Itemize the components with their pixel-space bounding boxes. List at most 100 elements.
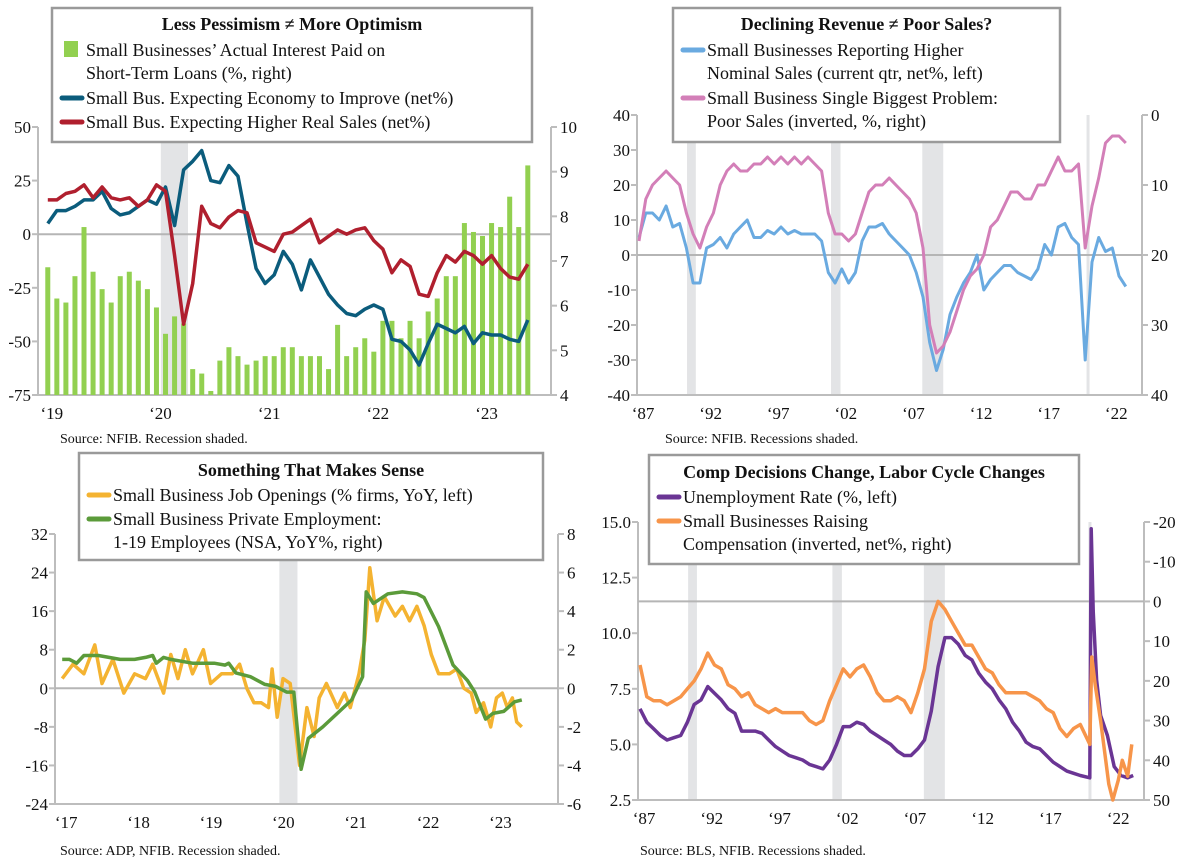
legend-box bbox=[671, 6, 1062, 144]
right-tick-label: 40 bbox=[1151, 386, 1168, 405]
x-tick-label: ‘17 bbox=[55, 813, 78, 832]
left-tick-label: 16 bbox=[31, 602, 48, 621]
left-tick-label: -16 bbox=[25, 756, 48, 775]
right-tick-label: 6 bbox=[567, 564, 576, 583]
x-tick-label: ‘20 bbox=[272, 813, 295, 832]
right-tick-label: 10 bbox=[560, 118, 577, 137]
right-tick-label: 5 bbox=[560, 341, 569, 360]
bar bbox=[480, 235, 486, 395]
bar bbox=[335, 324, 341, 395]
right-tick-label: 40 bbox=[1153, 751, 1170, 770]
chart-title: Less Pessimism ≠ More Optimism bbox=[162, 14, 423, 34]
left-tick-label: -40 bbox=[607, 386, 630, 405]
chart-panel-2: 40 30 20 10 0 -10 -20 -30 -40 0 10 20 30 40 ‘87 ‘92 ‘97 ‘… bbox=[607, 6, 1168, 447]
left-tick-label: -30 bbox=[607, 351, 630, 370]
right-tick-label: -2 bbox=[567, 718, 581, 737]
x-tick-label: ‘92 bbox=[700, 809, 723, 828]
x-tick-label: ‘23 bbox=[489, 813, 512, 832]
right-tick-label: 0 bbox=[1153, 592, 1162, 611]
bar bbox=[525, 165, 531, 395]
series-line-1 bbox=[638, 526, 1134, 780]
series-line-2 bbox=[62, 590, 523, 772]
right-tick-label: 8 bbox=[560, 207, 569, 226]
x-tick-label: ‘17 bbox=[1039, 809, 1062, 828]
chart-title: Comp Decisions Change, Labor Cycle Chang… bbox=[683, 462, 1045, 482]
bar bbox=[90, 271, 96, 395]
bar bbox=[226, 347, 232, 395]
right-tick-label: 30 bbox=[1153, 712, 1170, 731]
series-line-1 bbox=[60, 566, 524, 768]
recession-shading bbox=[688, 522, 697, 800]
right-tick-label: 4 bbox=[567, 602, 576, 621]
bar bbox=[344, 356, 350, 395]
legend-box bbox=[77, 451, 545, 562]
right-tick-label: 20 bbox=[1153, 672, 1170, 691]
bar bbox=[498, 227, 504, 395]
bar bbox=[45, 267, 51, 395]
x-tick-label: ‘23 bbox=[475, 404, 498, 423]
x-tick-label: ‘18 bbox=[127, 813, 150, 832]
series-line-2 bbox=[637, 134, 1127, 355]
x-tick-label: ‘07 bbox=[904, 809, 927, 828]
legend-label: Unemployment Rate (%, left) bbox=[683, 487, 897, 508]
left-tick-label: -20 bbox=[607, 316, 630, 335]
bar bbox=[262, 356, 268, 395]
right-tick-label: 10 bbox=[1151, 176, 1168, 195]
left-tick-label: 0 bbox=[23, 225, 32, 244]
chart-panel-3: 32 24 16 8 0 -8 -16 -24 8 6 4 2 0 -2 -4 -6 ‘17 ‘18 ‘19 ‘20 ‘… bbox=[25, 451, 582, 859]
left-tick-label: 0 bbox=[40, 679, 49, 698]
x-tick-label: ‘87 bbox=[632, 404, 655, 423]
bar bbox=[425, 311, 431, 395]
x-tick-label: ‘22 bbox=[1105, 404, 1128, 423]
bar bbox=[244, 364, 250, 395]
right-tick-label: 9 bbox=[560, 163, 569, 182]
left-tick-label: 2.5 bbox=[610, 791, 631, 810]
legend-label: Compensation (inverted, net%, right) bbox=[683, 534, 951, 555]
legend-label: Small Bus. Expecting Economy to Improve … bbox=[86, 88, 453, 109]
legend: Something That Makes Sense Small Business… bbox=[77, 451, 545, 562]
bar bbox=[380, 320, 386, 395]
legend: Declining Revenue ≠ Poor Sales? Small Bus… bbox=[671, 6, 1062, 144]
bar bbox=[316, 356, 322, 395]
x-tick-label: ‘97 bbox=[767, 404, 790, 423]
left-tick-label: 25 bbox=[14, 172, 31, 191]
bar bbox=[298, 356, 304, 395]
bar bbox=[470, 231, 476, 395]
x-tick-label: ‘21 bbox=[258, 404, 281, 423]
bar bbox=[63, 302, 69, 395]
x-tick-label: ‘97 bbox=[768, 809, 791, 828]
bar bbox=[389, 320, 395, 395]
right-tick-label: 20 bbox=[1151, 246, 1168, 265]
bar bbox=[461, 223, 467, 395]
x-tick-label: ‘02 bbox=[835, 404, 858, 423]
left-tick-label: 40 bbox=[613, 106, 630, 125]
x-tick-label: ‘12 bbox=[970, 404, 993, 423]
right-tick-label: 10 bbox=[1153, 632, 1170, 651]
bar bbox=[253, 360, 259, 395]
left-tick-label: 10.0 bbox=[601, 624, 631, 643]
legend-label: Small Businesses’ Actual Interest Paid o… bbox=[86, 40, 385, 60]
bar bbox=[507, 196, 513, 395]
right-tick-label: 4 bbox=[560, 386, 569, 405]
left-tick-label: -10 bbox=[607, 281, 630, 300]
chart-panel-1: 50 25 0 -25 -50 -75 10 9 8 7 6 5 4 ‘19 ‘20 ‘21 ‘22 ‘23 Les… bbox=[8, 6, 577, 447]
bar bbox=[407, 320, 413, 395]
chart-panel-4: 15.0 12.5 10.0 7.5 5.0 2.5 -20 -10 0 10 20 30 40 50 ‘8… bbox=[601, 453, 1176, 859]
bar bbox=[126, 271, 132, 395]
bar bbox=[208, 390, 214, 395]
bar bbox=[371, 351, 377, 395]
right-tick-label: 7 bbox=[560, 252, 569, 271]
left-tick-label: 0 bbox=[622, 246, 631, 265]
bar bbox=[235, 356, 241, 395]
right-tick-label: 50 bbox=[1153, 791, 1170, 810]
right-tick-label: -6 bbox=[567, 795, 581, 814]
x-tick-label: ‘92 bbox=[699, 404, 722, 423]
x-tick-label: ‘12 bbox=[971, 809, 994, 828]
bar bbox=[307, 356, 313, 395]
right-tick-label: 8 bbox=[567, 525, 576, 544]
left-tick-label: 12.5 bbox=[601, 569, 631, 588]
bar bbox=[72, 276, 78, 395]
x-tick-label: ‘22 bbox=[1107, 809, 1130, 828]
bar bbox=[434, 298, 440, 395]
legend-swatch bbox=[64, 41, 78, 57]
